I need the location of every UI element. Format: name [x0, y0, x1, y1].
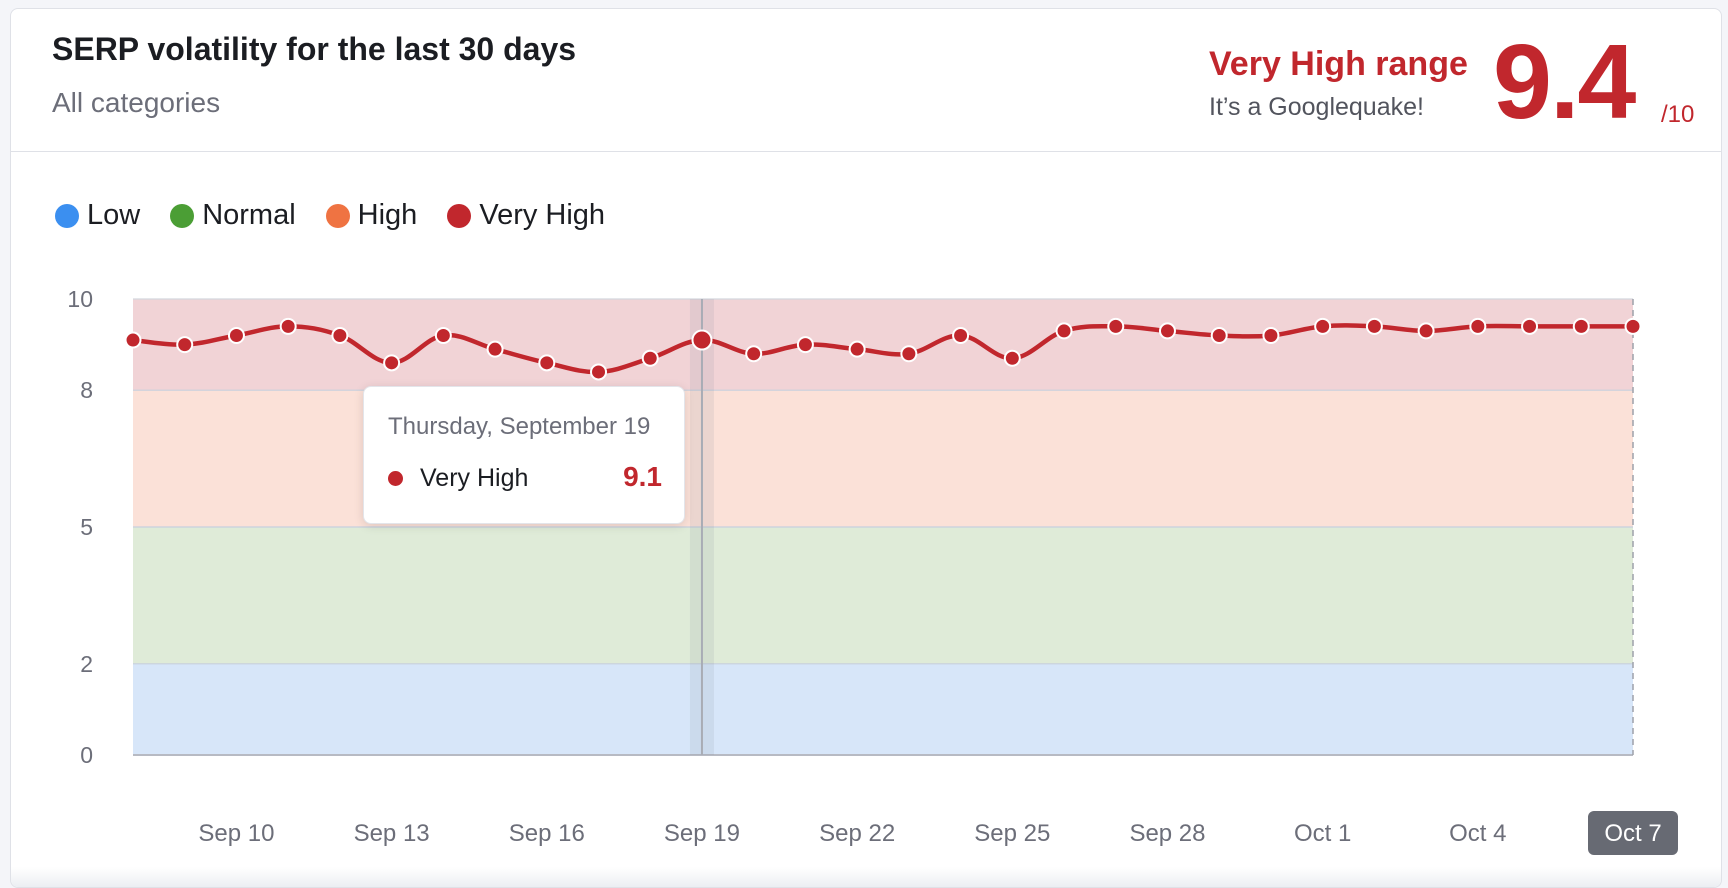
- data-point-sep-14: [434, 326, 452, 344]
- band-very-high: [133, 299, 1633, 391]
- range-description: It’s a Googlequake!: [1209, 93, 1424, 121]
- chart-legend: Low Normal High Very High: [55, 199, 635, 232]
- y-tick-label-8: 8: [80, 377, 93, 403]
- data-point-sep-27: [1107, 317, 1125, 335]
- data-point-sep-30: [1262, 326, 1280, 344]
- card-header: SERP volatility for the last 30 days All…: [11, 9, 1721, 152]
- tooltip-value: 9.1: [623, 461, 662, 492]
- x-tick-label-oct-7: Oct 7: [1604, 820, 1661, 847]
- y-tick-label-10: 10: [67, 286, 93, 312]
- data-point-sep-25: [1003, 349, 1021, 367]
- volatility-score: 9.4: [1493, 23, 1636, 141]
- legend-dot-normal: [170, 203, 195, 228]
- data-point-sep-28: [1158, 322, 1176, 340]
- range-label: Very High range: [1209, 45, 1468, 83]
- data-point-oct-1: [1314, 317, 1332, 335]
- data-point-sep-29: [1210, 326, 1228, 344]
- tooltip-series-name: Very High: [420, 464, 529, 492]
- data-point-oct-5: [1521, 317, 1539, 335]
- x-tick-label-oct-4: Oct 4: [1449, 820, 1506, 847]
- legend-item-normal[interactable]: Normal: [170, 199, 296, 232]
- legend-item-low[interactable]: Low: [55, 199, 140, 232]
- y-axis-ticks: 0 2 5 8 10: [67, 286, 93, 768]
- legend-item-very-high[interactable]: Very High: [447, 199, 605, 232]
- legend-dot-low: [55, 203, 79, 228]
- band-normal: [133, 527, 1633, 664]
- legend-item-high[interactable]: High: [325, 199, 418, 232]
- x-tick-label-sep-16: Sep 16: [509, 820, 585, 847]
- x-tick-label-sep-13: Sep 13: [354, 820, 430, 847]
- data-point-sep-22: [848, 340, 866, 358]
- x-tick-label-oct-1: Oct 1: [1294, 820, 1351, 847]
- data-point-oct-3: [1417, 322, 1435, 340]
- data-point-sep-21: [796, 336, 814, 354]
- chart-tooltip: Thursday, September 19 Very High 9.1: [363, 386, 685, 524]
- band-high: [133, 390, 1633, 527]
- data-point-sep-8: [124, 331, 142, 349]
- data-point-sep-11: [279, 317, 297, 335]
- data-point-sep-13: [383, 354, 401, 372]
- x-tick-label-sep-28: Sep 28: [1129, 820, 1205, 847]
- data-point-sep-26: [1055, 322, 1073, 340]
- legend-label-low: Low: [87, 199, 141, 231]
- data-point-sep-20: [745, 345, 763, 363]
- data-point-sep-12: [331, 326, 349, 344]
- x-tick-label-sep-25: Sep 25: [974, 820, 1050, 847]
- legend-label-very-high: Very High: [479, 199, 606, 231]
- data-point-sep-16: [538, 354, 556, 372]
- data-point-sep-23: [900, 345, 918, 363]
- legend-dot-very-high: [447, 203, 472, 228]
- legend-label-high: High: [357, 199, 418, 231]
- band-low: [133, 663, 1633, 755]
- x-axis-ticks: Sep 10 Sep 13 Sep 16 Sep 19 Sep 22 Sep 25 Sep …: [198, 811, 1678, 855]
- data-points: [124, 317, 1642, 381]
- data-point-sep-17: [590, 363, 608, 381]
- legend-dot-high: [325, 203, 350, 228]
- x-tick-label-sep-22: Sep 22: [819, 820, 895, 847]
- x-tick-label-sep-19: Sep 19: [664, 820, 740, 847]
- y-tick-label-2: 2: [80, 651, 93, 677]
- x-tick-label-sep-10: Sep 10: [198, 820, 274, 847]
- category-subtitle[interactable]: All categories: [52, 87, 221, 118]
- data-point-sep-9: [176, 336, 194, 354]
- x-tick-active-bg: [1588, 811, 1678, 855]
- data-point-sep-18: [641, 349, 659, 367]
- volatility-score-max: /10: [1661, 101, 1695, 128]
- serp-volatility-card: SERP volatility for the last 30 days All…: [10, 8, 1722, 888]
- data-point-oct-7: [1624, 317, 1642, 335]
- range-bands: [133, 299, 1633, 755]
- hover-crosshair: [689, 299, 714, 755]
- y-tick-label-0: 0: [80, 742, 93, 768]
- data-point-oct-2: [1365, 317, 1383, 335]
- data-point-oct-6: [1572, 317, 1590, 335]
- data-point-sep-19: [691, 329, 713, 351]
- data-point-oct-4: [1469, 317, 1487, 335]
- data-point-sep-10: [227, 326, 245, 344]
- page-title: SERP volatility for the last 30 days: [52, 31, 577, 67]
- tooltip-date: Thursday, September 19: [388, 413, 651, 440]
- bottom-fade: [11, 867, 1721, 887]
- y-tick-label-5: 5: [80, 514, 93, 540]
- legend-label-normal: Normal: [202, 199, 296, 231]
- data-point-sep-15: [486, 340, 504, 358]
- data-point-sep-24: [952, 326, 970, 344]
- tooltip-series-dot: [388, 471, 403, 486]
